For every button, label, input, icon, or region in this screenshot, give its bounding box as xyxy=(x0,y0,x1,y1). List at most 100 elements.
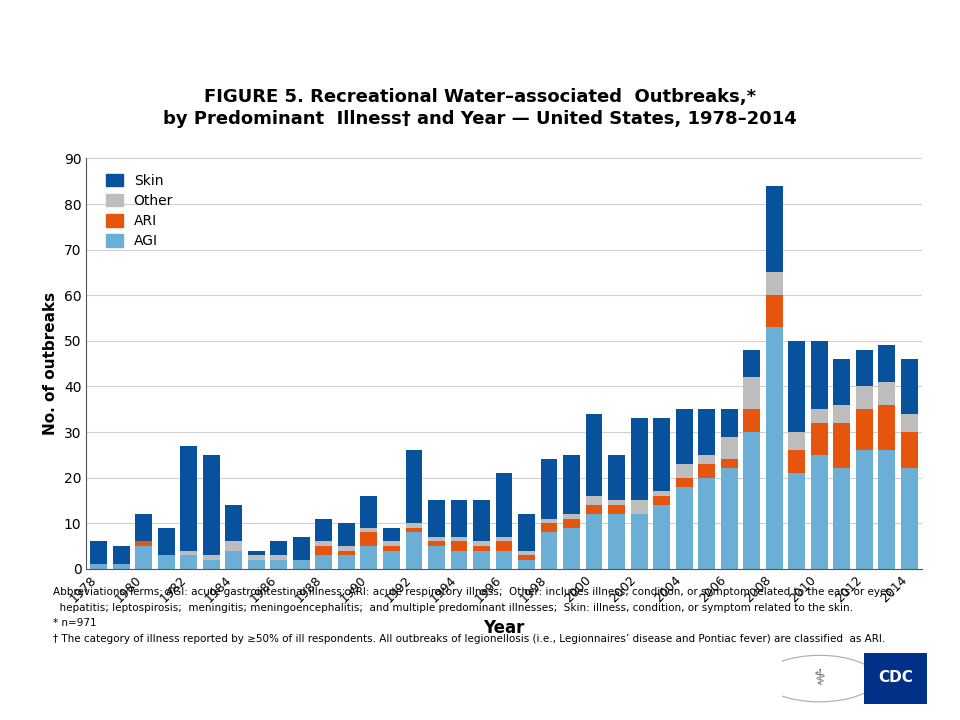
Bar xyxy=(540,518,558,523)
Bar xyxy=(428,541,444,546)
Bar xyxy=(135,541,153,546)
Bar xyxy=(653,418,670,491)
Bar xyxy=(383,541,400,546)
Bar xyxy=(383,546,400,551)
Bar xyxy=(608,455,625,500)
Bar xyxy=(271,541,287,555)
Bar xyxy=(361,528,377,532)
Bar xyxy=(540,532,558,569)
Bar xyxy=(316,541,332,546)
Bar xyxy=(608,500,625,505)
Bar xyxy=(900,414,918,432)
Bar xyxy=(338,555,355,569)
Bar xyxy=(564,514,580,518)
X-axis label: Year: Year xyxy=(483,619,525,637)
Bar xyxy=(721,459,737,469)
Bar xyxy=(338,551,355,555)
Bar xyxy=(608,514,625,569)
Bar xyxy=(293,537,310,559)
Text: Abbreviations/Terms: AGI: acute gastrointestinal illness; ARI: acute respiratory: Abbreviations/Terms: AGI: acute gastroin… xyxy=(53,587,896,597)
Bar xyxy=(564,518,580,528)
Bar xyxy=(855,409,873,450)
Bar xyxy=(135,546,153,569)
Bar xyxy=(473,500,490,541)
Bar xyxy=(203,555,220,559)
Bar xyxy=(766,272,782,295)
Bar xyxy=(428,500,444,537)
Bar xyxy=(878,382,895,405)
Bar xyxy=(900,469,918,569)
Bar xyxy=(180,446,197,551)
Bar xyxy=(855,387,873,409)
Bar xyxy=(833,469,851,569)
Bar xyxy=(743,409,760,432)
Bar xyxy=(495,537,513,541)
Bar xyxy=(900,359,918,414)
FancyBboxPatch shape xyxy=(864,653,926,704)
Bar xyxy=(338,523,355,546)
Bar xyxy=(113,564,130,569)
Bar xyxy=(676,464,692,477)
Bar xyxy=(676,409,692,464)
Bar xyxy=(698,477,715,569)
Bar xyxy=(631,500,647,514)
Bar xyxy=(766,295,782,327)
Bar xyxy=(473,546,490,551)
Bar xyxy=(788,432,805,450)
Bar xyxy=(361,496,377,528)
Bar xyxy=(743,432,760,569)
Bar xyxy=(743,377,760,409)
Bar xyxy=(811,409,828,423)
Bar xyxy=(450,537,468,541)
Bar xyxy=(383,551,400,569)
Bar xyxy=(855,450,873,569)
Bar xyxy=(226,541,242,551)
Bar xyxy=(855,350,873,387)
Bar xyxy=(586,414,603,496)
Bar xyxy=(878,405,895,450)
Bar xyxy=(653,505,670,569)
Bar xyxy=(788,450,805,473)
Bar xyxy=(586,514,603,569)
Bar xyxy=(788,341,805,432)
Bar xyxy=(450,551,468,569)
Bar xyxy=(203,559,220,569)
Bar xyxy=(766,327,782,569)
Bar xyxy=(878,346,895,382)
Bar xyxy=(90,541,108,564)
Bar xyxy=(653,496,670,505)
Bar xyxy=(721,469,737,569)
Bar xyxy=(361,532,377,546)
Text: CDC: CDC xyxy=(878,670,913,685)
Bar xyxy=(293,559,310,569)
Legend: Skin, Other, ARI, AGI: Skin, Other, ARI, AGI xyxy=(102,169,178,253)
Bar xyxy=(157,528,175,555)
Bar xyxy=(586,496,603,505)
Bar xyxy=(743,350,760,377)
Bar xyxy=(361,546,377,569)
Bar xyxy=(113,546,130,564)
Bar xyxy=(271,559,287,569)
Bar xyxy=(518,559,535,569)
Bar xyxy=(608,505,625,514)
Bar xyxy=(878,450,895,569)
Bar xyxy=(316,518,332,541)
Bar xyxy=(338,546,355,551)
Bar xyxy=(316,555,332,569)
Bar xyxy=(180,555,197,569)
Bar xyxy=(450,541,468,551)
Bar xyxy=(157,555,175,569)
Bar xyxy=(564,528,580,569)
Bar xyxy=(495,551,513,569)
Bar xyxy=(226,551,242,569)
Bar xyxy=(721,409,737,436)
Text: ⚕: ⚕ xyxy=(813,669,826,688)
Bar xyxy=(405,523,422,528)
Bar xyxy=(428,537,444,541)
Y-axis label: No. of outbreaks: No. of outbreaks xyxy=(43,292,59,435)
Bar xyxy=(564,455,580,514)
Bar xyxy=(631,514,647,569)
Bar xyxy=(450,500,468,537)
Bar xyxy=(631,418,647,500)
Bar xyxy=(833,405,851,423)
